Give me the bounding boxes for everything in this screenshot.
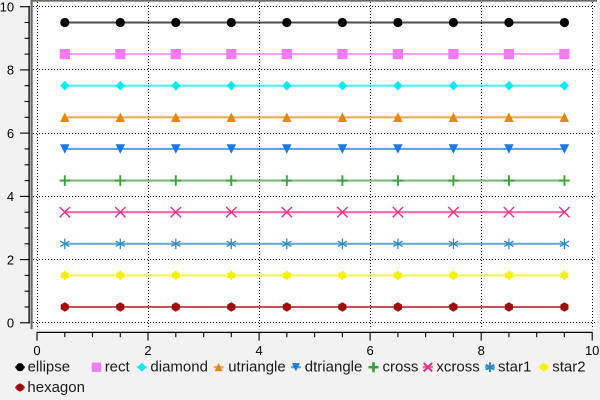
- svg-text:8: 8: [478, 343, 485, 358]
- svg-text:utriangle: utriangle: [228, 359, 286, 376]
- svg-text:dtriangle: dtriangle: [305, 359, 363, 376]
- svg-text:8: 8: [7, 63, 14, 78]
- svg-text:10: 10: [585, 343, 599, 358]
- svg-text:rect: rect: [105, 359, 131, 376]
- svg-text:4: 4: [255, 343, 262, 358]
- svg-text:6: 6: [7, 126, 14, 141]
- svg-text:6: 6: [366, 343, 373, 358]
- svg-text:0: 0: [33, 343, 40, 358]
- svg-text:4: 4: [7, 189, 14, 204]
- svg-text:2: 2: [144, 343, 151, 358]
- svg-text:diamond: diamond: [150, 359, 208, 376]
- svg-text:xcross: xcross: [436, 359, 479, 376]
- svg-text:ellipse: ellipse: [28, 359, 71, 376]
- svg-text:star2: star2: [552, 359, 585, 376]
- svg-text:2: 2: [7, 252, 14, 267]
- svg-text:star1: star1: [498, 359, 531, 376]
- svg-text:10: 10: [0, 0, 14, 14]
- svg-text:0: 0: [7, 316, 14, 331]
- svg-text:cross: cross: [383, 359, 419, 376]
- svg-text:hexagon: hexagon: [27, 379, 85, 396]
